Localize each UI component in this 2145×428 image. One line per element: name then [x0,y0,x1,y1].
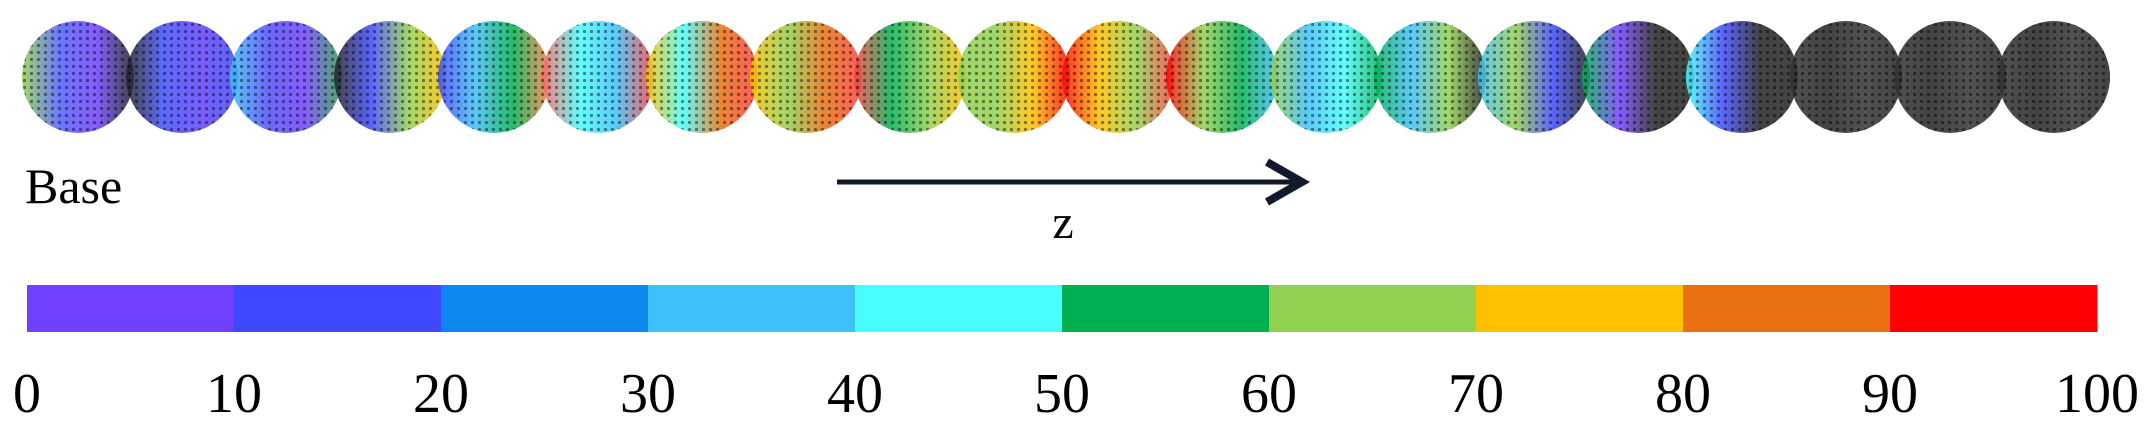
colorbar-segment [234,285,442,332]
colorbar: 0 10 20 30 40 50 60 70 80 90 100 [13,285,2139,425]
sphere-dots [750,21,862,133]
colorbar-segment [1683,285,1891,332]
sphere-dots [1790,21,1902,133]
sphere-dots [1998,21,2110,133]
sphere-row [22,21,2110,133]
colorbar-segment [855,285,1063,332]
colorbar-segment [648,285,856,332]
tick-label: 90 [1862,363,1918,425]
tick-label: 70 [1448,363,1504,425]
tick-label: 0 [13,363,41,425]
sphere-dots [126,21,238,133]
tick-label: 10 [206,363,262,425]
sphere-dots [1582,21,1694,133]
tick-label: 20 [413,363,469,425]
sphere-dots [1374,21,1486,133]
sphere-dots [1062,21,1174,133]
sphere-dots [1166,21,1278,133]
colorbar-segment [1890,285,2098,332]
sphere-dots [958,21,1070,133]
colorbar-segment [1269,285,1477,332]
sphere-dots [1686,21,1798,133]
sphere-dots [230,21,342,133]
sphere-dots [438,21,550,133]
sphere-dots [542,21,654,133]
colorbar-segment [27,285,235,332]
colorbar-segment [1062,285,1270,332]
colorbar-segment [1476,285,1684,332]
tick-label: 40 [827,363,883,425]
sphere-dots [1894,21,2006,133]
sphere-dots [646,21,758,133]
sphere-dots [1478,21,1590,133]
sphere-dots [334,21,446,133]
tick-label: 80 [1655,363,1711,425]
tick-label: 60 [1241,363,1297,425]
z-label: z [1052,196,1073,249]
tick-label: 30 [620,363,676,425]
colorbar-segment [441,285,649,332]
sphere-dots [1270,21,1382,133]
sphere-dots [22,21,134,133]
tick-label: 50 [1034,363,1090,425]
tick-label: 100 [2055,363,2139,425]
base-label: Base [25,158,122,214]
sphere-dots [854,21,966,133]
